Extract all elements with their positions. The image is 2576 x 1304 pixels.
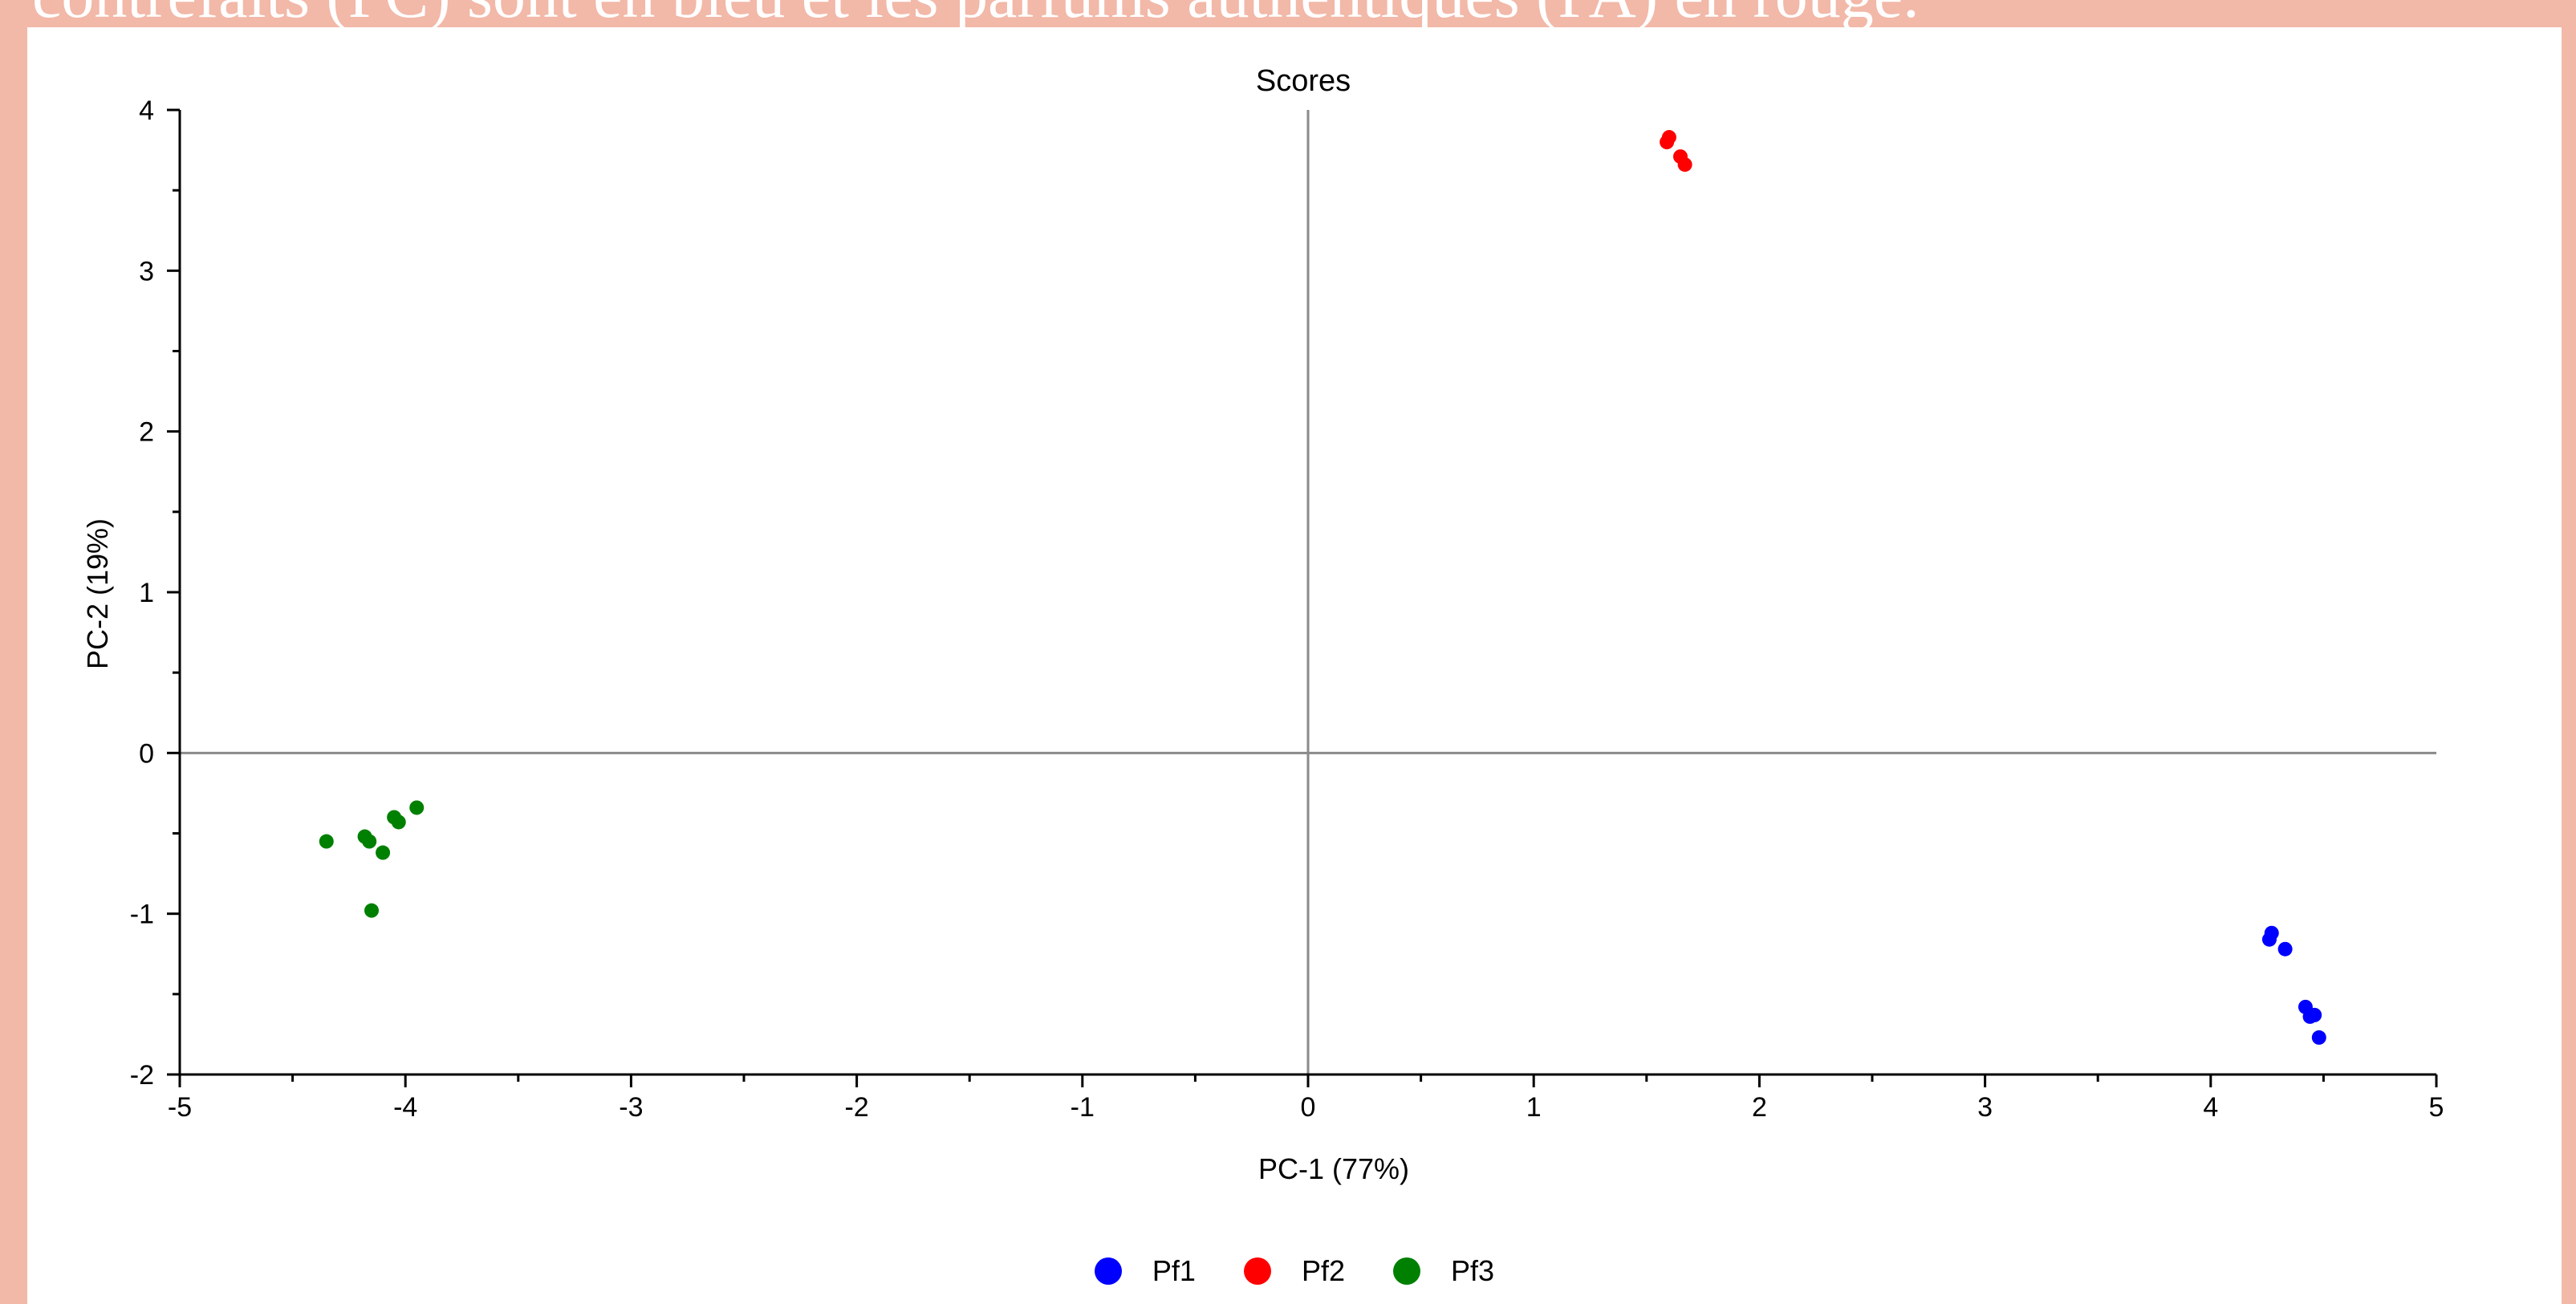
- data-point-pf3: [409, 800, 425, 815]
- y-tick-label: 1: [139, 578, 154, 608]
- y-tick-label: 4: [139, 95, 154, 126]
- data-point-pf3: [362, 834, 377, 849]
- legend-swatch: [1094, 1257, 1122, 1285]
- x-tick-label: -2: [844, 1092, 868, 1123]
- x-tick-label: 1: [1526, 1092, 1542, 1123]
- data-point-pf3: [319, 834, 334, 849]
- series-pf2: [1660, 130, 1692, 173]
- legend: Pf1 Pf2 Pf3: [27, 1243, 2562, 1299]
- data-point-pf3: [391, 814, 406, 830]
- x-tick-label: 0: [1301, 1092, 1316, 1123]
- x-tick-label: -5: [168, 1092, 192, 1123]
- x-tick-label: -3: [619, 1092, 643, 1123]
- y-tick-label: -2: [130, 1060, 154, 1091]
- legend-item-pf3: Pf3: [1393, 1254, 1494, 1288]
- tick-marks: -5 -4 -3 -2 -1 0 1 2 3 4 5 -2 -1 0 1 2 3 4: [130, 95, 2444, 1123]
- legend-label: Pf2: [1301, 1254, 1346, 1287]
- x-tick-label: 5: [2429, 1092, 2444, 1123]
- data-point-pf3: [376, 845, 391, 860]
- y-tick-label: 0: [139, 738, 154, 769]
- data-points: [319, 130, 2326, 1045]
- data-point-pf1: [2261, 932, 2277, 947]
- legend-label: Pf1: [1152, 1254, 1196, 1287]
- x-axis-label: PC-1 (77%): [1258, 1152, 1409, 1185]
- scatter-plot: Scores PC-2 (19%) PC-1 (77%) -5 -4 -3 -2 -1 0…: [81, 64, 2444, 1185]
- data-point-pf1: [2311, 1030, 2326, 1045]
- data-point-pf2: [1677, 157, 1692, 173]
- series-pf3: [319, 800, 425, 918]
- y-tick-label: -1: [130, 900, 154, 930]
- legend-label: Pf3: [1451, 1254, 1495, 1287]
- x-tick-label: 2: [1752, 1092, 1767, 1123]
- chart-title: Scores: [1256, 64, 1351, 98]
- data-point-pf1: [2307, 1007, 2322, 1022]
- y-tick-label: 3: [139, 256, 154, 286]
- data-point-pf1: [2277, 941, 2293, 957]
- data-point-pf3: [364, 903, 380, 918]
- data-point-pf2: [1660, 135, 1675, 150]
- chart-panel: Scores PC-2 (19%) PC-1 (77%) -5 -4 -3 -2 -1 0…: [27, 27, 2562, 1304]
- legend-swatch: [1393, 1257, 1421, 1285]
- legend-item-pf1: Pf1: [1094, 1254, 1196, 1288]
- y-tick-label: 2: [139, 417, 154, 448]
- legend-item-pf2: Pf2: [1243, 1254, 1346, 1288]
- x-tick-label: -4: [393, 1092, 417, 1123]
- x-tick-label: -1: [1071, 1092, 1095, 1123]
- legend-swatch: [1243, 1257, 1271, 1285]
- x-tick-label: 4: [2203, 1092, 2218, 1123]
- y-axis-label: PC-2 (19%): [81, 518, 114, 669]
- zero-lines: [180, 110, 2436, 1074]
- x-tick-label: 3: [1977, 1092, 1993, 1123]
- series-pf1: [2261, 925, 2326, 1045]
- caption-text: contrefaits (PC) sont en bleu et les par…: [32, 0, 2560, 27]
